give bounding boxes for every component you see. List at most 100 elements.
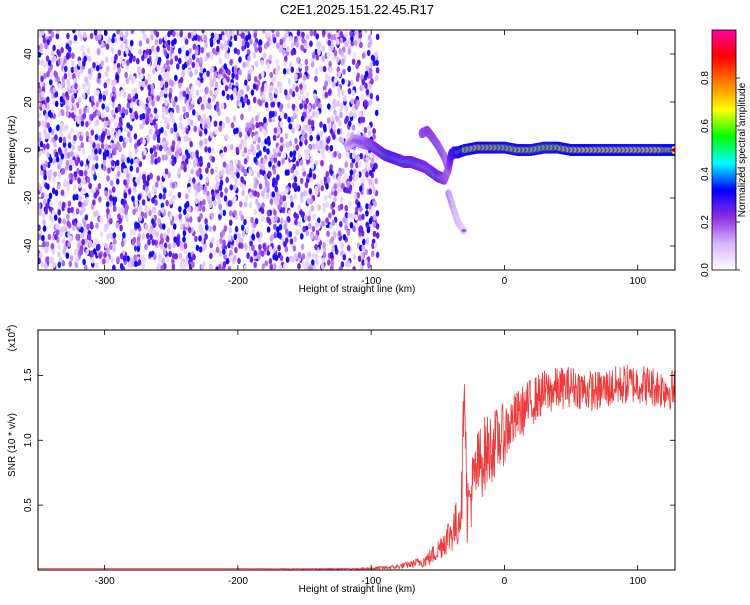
figure-title: C2E1.2025.151.22.45.R17: [280, 2, 434, 17]
heatmap-cell: [215, 266, 219, 270]
svg-text:(x104): (x104): [6, 325, 18, 352]
heatmap-cell: [203, 34, 208, 42]
heatmap-cell: [41, 120, 45, 127]
heatmap-cell: [97, 110, 101, 117]
heatmap-cell: [94, 162, 99, 170]
snr-x-tick-label: 0: [502, 576, 508, 587]
heatmap-cell: [110, 257, 115, 264]
heatmap-cell: [375, 210, 380, 217]
heatmap-cell: [158, 74, 162, 81]
heatmap-cell: [73, 65, 78, 73]
heatmap-cell: [347, 261, 351, 268]
heatmap-cell: [72, 30, 76, 34]
heatmap-cell: [245, 61, 250, 68]
heatmap-cell: [161, 106, 166, 113]
heatmap-cell: [255, 179, 259, 186]
heatmap-cell: [163, 34, 168, 41]
heatmap-cell: [259, 168, 263, 175]
heatmap-cell: [54, 91, 59, 98]
heatmap-cell: [209, 89, 213, 97]
heatmap-cell: [115, 74, 119, 81]
heatmap-cell: [368, 169, 373, 177]
heatmap-cell: [132, 75, 136, 83]
heatmap-cell: [105, 255, 110, 263]
heatmap-cell: [366, 226, 371, 234]
heatmap-cell: [111, 128, 115, 135]
heatmap-cell: [124, 203, 129, 210]
heatmap-cell: [274, 185, 279, 193]
heatmap-cell: [374, 109, 379, 117]
heatmap-cell: [85, 131, 90, 138]
heatmap-cell: [312, 93, 317, 100]
heatmap-cell: [288, 209, 292, 217]
heatmap-cell: [303, 190, 307, 197]
heatmap-cell: [39, 140, 44, 148]
heatmap-cell: [262, 52, 267, 59]
spectrogram-x-tick-label: 0: [502, 276, 508, 287]
heatmap-cell: [123, 168, 127, 175]
heatmap-cell: [336, 56, 340, 63]
heatmap-cell: [336, 100, 341, 107]
heatmap-cell: [85, 196, 89, 204]
heatmap-cell: [57, 82, 62, 90]
heatmap-cell: [256, 144, 261, 151]
heatmap-cell: [219, 208, 223, 216]
heatmap-cell: [269, 235, 274, 242]
heatmap-cell: [371, 250, 375, 257]
heatmap-cell: [355, 62, 359, 69]
heatmap-cell: [56, 183, 61, 190]
heatmap-cell: [337, 175, 341, 183]
heatmap-cell: [228, 210, 233, 217]
heatmap-cell: [353, 112, 357, 119]
heatmap-cell: [212, 76, 217, 83]
heatmap-cell: [186, 152, 191, 159]
heatmap-cell: [221, 34, 226, 42]
heatmap-cell: [57, 243, 61, 250]
heatmap-cell: [122, 231, 126, 239]
heatmap-cell: [256, 171, 261, 178]
heatmap-cell: [124, 71, 128, 79]
heatmap-cell: [190, 168, 194, 175]
heatmap-cell: [112, 264, 116, 270]
heatmap-cell: [277, 244, 281, 252]
heatmap-cell: [266, 216, 271, 224]
heatmap-cell: [156, 144, 160, 151]
heatmap-cell: [324, 80, 329, 87]
heatmap-cell: [44, 262, 48, 270]
heatmap-cell: [272, 177, 276, 184]
heatmap-cell: [264, 179, 269, 186]
heatmap-cell: [134, 113, 139, 120]
heatmap-cell: [364, 70, 369, 78]
heatmap-cell: [61, 260, 66, 267]
heatmap-cell: [149, 116, 153, 124]
heatmap-cell: [352, 253, 357, 261]
heatmap-cell: [152, 145, 157, 152]
heatmap-cell: [118, 207, 123, 214]
heatmap-cell: [243, 168, 248, 176]
heatmap-cell: [105, 43, 110, 50]
heatmap-cell: [93, 192, 98, 199]
heatmap-cell: [333, 151, 337, 158]
heatmap-cell: [167, 171, 171, 179]
heatmap-cell: [360, 93, 365, 101]
heatmap-cell: [282, 68, 287, 75]
heatmap-cell: [66, 52, 70, 59]
heatmap-cell: [344, 105, 349, 112]
heatmap-cell: [138, 160, 143, 168]
heatmap-cell: [290, 116, 294, 123]
heatmap-cell: [214, 32, 218, 39]
heatmap-cell: [363, 99, 368, 106]
heatmap-cell: [169, 198, 173, 205]
heatmap-cell: [347, 37, 351, 45]
heatmap-cell: [88, 73, 92, 81]
heatmap-cell: [360, 252, 365, 259]
heatmap-cell: [90, 257, 95, 264]
heatmap-cell: [373, 214, 377, 221]
heatmap-cell: [214, 166, 219, 173]
heatmap-cell: [170, 127, 174, 134]
heatmap-cell: [87, 68, 92, 75]
heatmap-cell: [198, 235, 202, 242]
heatmap-cell: [48, 257, 53, 264]
heatmap-cell: [62, 136, 67, 144]
heatmap-cell: [244, 79, 248, 86]
